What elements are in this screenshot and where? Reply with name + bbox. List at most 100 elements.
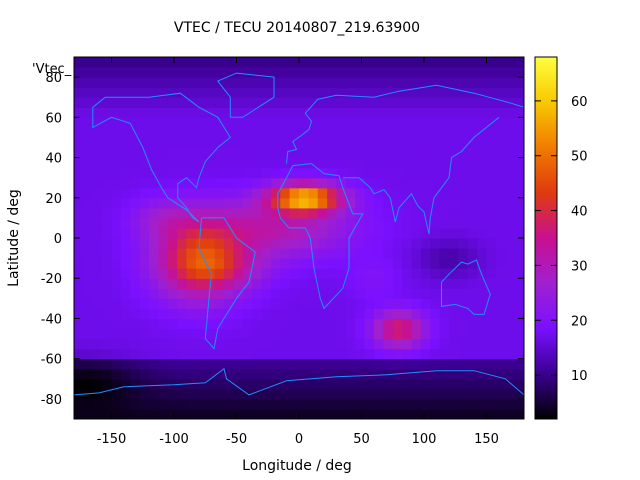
heatmap-cell [374, 398, 384, 410]
heatmap-cell [355, 288, 366, 299]
heatmap-cell [495, 137, 506, 149]
heatmap-cell [495, 408, 506, 419]
heatmap-cell [495, 197, 506, 209]
heatmap-cell [420, 288, 431, 299]
heatmap-cell [186, 368, 197, 380]
heatmap-cell [205, 147, 216, 159]
heatmap-cell [402, 127, 413, 139]
heatmap-cell [336, 87, 347, 98]
heatmap-cell [280, 77, 291, 88]
heatmap-cell [355, 167, 366, 179]
heatmap-cell [383, 227, 394, 239]
y-tick-label: 0 [54, 232, 62, 247]
heatmap-cell [486, 117, 497, 128]
heatmap-cell [270, 268, 281, 279]
heatmap-cell [345, 67, 356, 78]
heatmap-cell [186, 298, 197, 309]
heatmap-cell [458, 408, 469, 419]
heatmap-cell [308, 248, 319, 259]
heatmap-cell [505, 227, 516, 239]
heatmap-cell [355, 227, 366, 239]
heatmap-cell [224, 268, 234, 279]
heatmap-cell [280, 408, 291, 419]
heatmap-cell [270, 177, 281, 189]
heatmap-cell [233, 298, 244, 309]
heatmap-cell [383, 258, 394, 269]
heatmap-cell [149, 77, 159, 88]
heatmap-cell [167, 77, 178, 88]
heatmap-cell [270, 338, 281, 350]
heatmap-cell [261, 388, 272, 400]
heatmap-cell [505, 187, 516, 199]
heatmap-cell [514, 298, 524, 309]
heatmap-cell [374, 318, 384, 330]
heatmap-cell [233, 358, 244, 370]
heatmap-cell [233, 328, 244, 340]
heatmap-cell [214, 248, 225, 259]
heatmap-cell [383, 318, 394, 330]
heatmap-cell [439, 77, 450, 88]
heatmap-cell [289, 127, 300, 139]
heatmap-cell [402, 318, 413, 330]
heatmap-cell [139, 238, 150, 249]
heatmap-cell [364, 187, 375, 199]
heatmap-cell [364, 137, 375, 149]
heatmap-cell [420, 358, 431, 370]
heatmap-cell [486, 77, 497, 88]
heatmap-cell [224, 57, 234, 68]
heatmap-cell [130, 217, 141, 229]
heatmap-cell [261, 358, 272, 370]
heatmap-cell [317, 368, 328, 380]
heatmap-cell [430, 57, 441, 68]
x-tick-label: 0 [295, 432, 303, 447]
heatmap-cell [120, 398, 131, 410]
heatmap-cell [111, 147, 122, 159]
heatmap-cell [214, 308, 225, 320]
heatmap-cell [120, 227, 131, 239]
heatmap-cell [449, 147, 459, 159]
heatmap-cell [111, 107, 122, 118]
heatmap-cell [439, 378, 450, 390]
heatmap-cell [477, 67, 488, 78]
heatmap-cell [411, 268, 422, 279]
heatmap-cell [486, 248, 497, 259]
heatmap-cell [205, 358, 216, 370]
heatmap-cell [195, 127, 206, 139]
heatmap-cell [130, 398, 141, 410]
heatmap-cell [74, 137, 84, 149]
heatmap-cell [336, 147, 347, 159]
heatmap-cell [505, 127, 516, 139]
heatmap-cell [336, 388, 347, 400]
heatmap-cell [83, 97, 94, 108]
heatmap-cell [167, 187, 178, 199]
heatmap-cell [120, 77, 131, 88]
heatmap-cell [186, 288, 197, 299]
heatmap-cell [449, 127, 459, 139]
heatmap-cell [364, 227, 375, 239]
heatmap-cell [505, 177, 516, 189]
heatmap-cell [130, 238, 141, 249]
heatmap-cell [467, 258, 478, 269]
heatmap-cell [102, 318, 113, 330]
colorbar-tick-label: 60 [571, 95, 588, 110]
heatmap-cell [449, 157, 459, 169]
heatmap-cell [177, 177, 188, 189]
heatmap-cell [261, 298, 272, 309]
heatmap-cell [289, 57, 300, 68]
heatmap-cell [402, 298, 413, 309]
heatmap-cell [327, 358, 338, 370]
heatmap-cell [252, 117, 263, 128]
heatmap-cell [505, 248, 516, 259]
heatmap-cell [158, 77, 169, 88]
heatmap-cell [486, 207, 497, 219]
heatmap-cell [355, 248, 366, 259]
heatmap-cell [374, 238, 384, 249]
heatmap-cell [327, 107, 338, 118]
heatmap-cell [430, 167, 441, 179]
heatmap-cell [111, 378, 122, 390]
heatmap-cell [317, 197, 328, 209]
heatmap-cell [149, 328, 159, 340]
heatmap-cell [102, 77, 113, 88]
heatmap-cell [139, 207, 150, 219]
heatmap-cell [374, 67, 384, 78]
